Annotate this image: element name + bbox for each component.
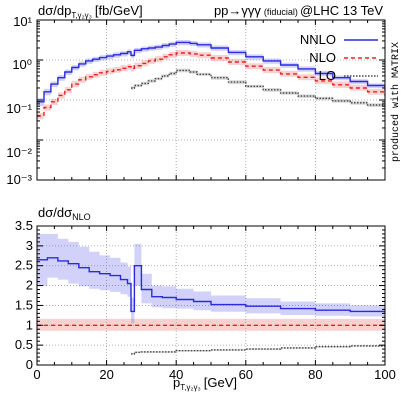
series-line-lo [131, 344, 385, 355]
main-y-tick-labels: 10¹ 10⁰ 10⁻¹ 10⁻² 10⁻³ [6, 14, 32, 187]
x-tick-label: 100 [374, 367, 396, 382]
legend-label-nlo: NLO [309, 50, 336, 65]
ratio-y-tick-label: 2 [26, 278, 33, 293]
main-panel [36, 19, 386, 181]
matrix-watermark: produced with MATRIX [390, 42, 401, 162]
ratio-y-tick-label: 3 [26, 238, 33, 253]
main-y-tick-label: 10⁻² [6, 145, 32, 160]
process-label: pp→γγγ (fiducial) @LHC 13 TeV [214, 3, 383, 18]
main-y-tick-label: 10⁰ [12, 57, 32, 72]
x-tick-label: 0 [33, 367, 40, 382]
grid [37, 20, 385, 180]
ratio-y-tick-label: 3.5 [15, 218, 33, 233]
legend-label-lo: LO [319, 68, 336, 83]
x-tick-label: 80 [308, 367, 322, 382]
series-line-nlo [37, 52, 385, 117]
ratio-y-tick-label: 1 [26, 317, 33, 332]
ratio-y-tick-label: 0 [26, 357, 33, 372]
main-y-tick-label: 10⁻¹ [6, 101, 32, 116]
axis-ticks [36, 226, 386, 366]
main-y-tick-label: 10⁻³ [6, 172, 32, 187]
x-tick-labels: 0 20 40 60 80 100 [33, 367, 395, 382]
legend: NNLO NLO LO [300, 32, 378, 83]
axis-ticks [36, 19, 386, 181]
band-nnlo [37, 233, 385, 324]
band-lo [131, 68, 385, 110]
ratio-y-tick-label: 0.5 [15, 337, 33, 352]
series-line-lo [131, 69, 385, 109]
x-tick-label: 40 [169, 367, 183, 382]
x-axis-label: pT,γ₂γ₃ [GeV] [173, 375, 237, 392]
series-line-nnlo [37, 257, 385, 313]
ratio-panel: 00.511.522.533.50 20 40 60 80 100 [15, 218, 396, 382]
band-nlo [37, 318, 385, 331]
band-nlo [37, 50, 385, 120]
ratio-ylabel: dσ/dσNLO [38, 205, 91, 222]
legend-label-nnlo: NNLO [300, 32, 336, 47]
plot-area [37, 233, 385, 355]
x-tick-label: 60 [239, 367, 253, 382]
x-tick-label: 20 [99, 367, 113, 382]
band-lo [131, 344, 385, 355]
series-line-nnlo [37, 41, 385, 103]
main-ylabel: dσ/dpT,γ₂γ₃ [fb/GeV] [38, 3, 143, 20]
ratio-y-tick-label: 1.5 [15, 297, 33, 312]
plot-area [37, 40, 385, 120]
ratio-y-tick-label: 2.5 [15, 258, 33, 273]
ratio-y-tick-labels: 0 0.5 1 1.5 2 2.5 3 3.5 [15, 218, 33, 372]
main-y-tick-label: 10¹ [13, 14, 32, 29]
